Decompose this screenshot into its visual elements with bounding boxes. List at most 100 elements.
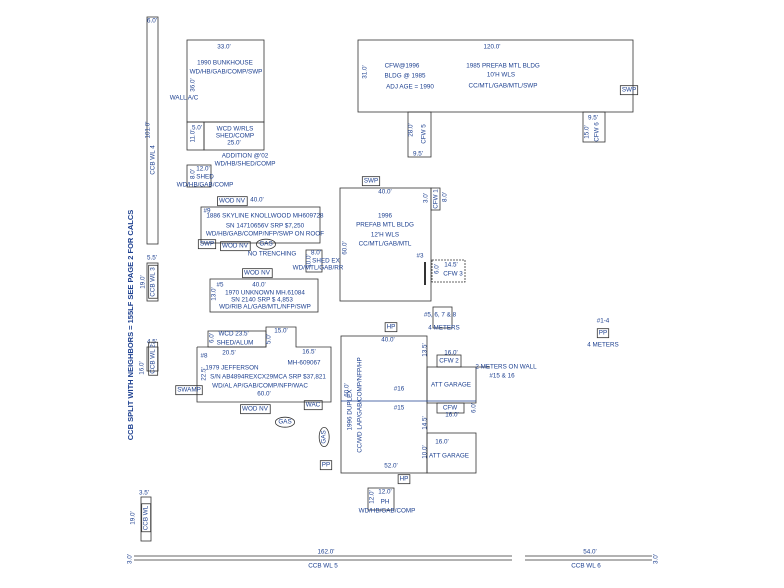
label: 60.0': [257, 391, 270, 398]
label: 3.0': [653, 554, 660, 564]
oval: [318, 426, 330, 448]
box: [319, 460, 333, 471]
label: 120.0': [484, 44, 501, 51]
label: WOD NV: [219, 198, 246, 205]
oval: [274, 416, 296, 428]
box: [240, 404, 271, 415]
label: 16.0': [435, 439, 448, 446]
label: #5: [216, 282, 224, 289]
label: SWAMP: [177, 387, 201, 394]
label: 14.5': [444, 262, 457, 269]
label: 16.0': [139, 361, 146, 374]
label: HP: [400, 476, 409, 483]
label: 23.5': [235, 331, 248, 338]
label: 2 METERS ON WALL: [475, 364, 537, 371]
label: 52.0': [384, 463, 397, 470]
label: 5.0': [266, 334, 273, 344]
label: SN 14710656V SRP $7,250: [226, 223, 305, 230]
label: 101.0': [145, 122, 152, 139]
label: SWP: [364, 178, 378, 185]
label: 6.0': [471, 403, 478, 413]
label: #1-4: [597, 318, 610, 325]
label: 60.0': [342, 241, 349, 254]
label: 13.5': [422, 343, 429, 356]
label: #5, 6, 7 & 8: [424, 312, 457, 319]
label: CCB WL: [143, 505, 150, 530]
label: CFW 2: [439, 358, 459, 365]
label: 54.0': [583, 549, 596, 556]
label: NO TRENCHING: [248, 251, 297, 258]
box: [148, 264, 159, 299]
label: 9.5': [588, 115, 598, 122]
label: 8.0': [311, 250, 321, 257]
box: [220, 241, 251, 252]
label: 25.0': [227, 140, 240, 147]
label: #16: [394, 386, 405, 393]
label: #9: [203, 208, 211, 215]
box: [197, 239, 217, 250]
label: 1996 DUPLEX: [347, 389, 354, 431]
label: WOD NV: [244, 270, 271, 277]
label: 12.0': [196, 166, 209, 173]
label: 1985 PREFAB MTL BLDG: [466, 63, 540, 70]
label: PREFAB MTL BLDG: [356, 222, 414, 229]
label: 10.0': [422, 445, 429, 458]
label: WCD: [218, 331, 233, 338]
label: 3.0': [423, 193, 430, 203]
label: 1886 SKYLINE KNOLLWOOD MH609728: [206, 213, 324, 220]
label: 28.0': [408, 123, 415, 136]
label: CCB WL 5: [308, 563, 338, 570]
box: [141, 503, 152, 533]
label: 40.0': [250, 197, 263, 204]
label: 8.0': [442, 192, 449, 202]
label: 40.0': [252, 282, 265, 289]
label: 1996: [378, 213, 393, 220]
label: SHED/ALUM: [217, 340, 254, 347]
label: 40.0': [378, 189, 391, 196]
label: 8.0': [190, 169, 197, 179]
label: CFW 1: [433, 189, 440, 209]
label: ADDITION @'02: [222, 153, 269, 160]
box: [303, 400, 323, 411]
label: 12'H WLS: [371, 232, 399, 239]
label: 15.0': [584, 125, 591, 138]
label: CFW 3: [443, 271, 463, 278]
label: GAS: [278, 419, 291, 426]
label: ATT GARAGE: [431, 382, 471, 389]
label: WD/HB/SHED/COMP: [215, 161, 276, 168]
label: WD/MTL/GAB/RR: [293, 265, 344, 272]
label: #15: [394, 405, 405, 412]
box: [175, 385, 203, 396]
label: 3.5': [139, 490, 149, 497]
label: WCD W/RLS: [217, 126, 254, 133]
label: 19.0': [140, 275, 147, 288]
box: [242, 268, 273, 279]
label: 11.0': [190, 130, 197, 143]
label: CFW 5: [421, 124, 428, 144]
label: 5.5': [147, 255, 157, 262]
label: 6.0': [147, 18, 157, 25]
label: 22.5': [201, 367, 208, 380]
label: CC/WD LAP/GAB/COMP/NFP/HP: [357, 357, 364, 453]
label: CCB WL 4: [150, 145, 157, 175]
label: CCB WL 2: [150, 344, 157, 374]
label: SWP: [200, 241, 214, 248]
label: WD/HB/GAB/COMP: [177, 182, 234, 189]
label: BLDG @ 1985: [384, 73, 426, 80]
label: 14.5': [422, 416, 429, 429]
box: [397, 474, 411, 485]
label: GAS: [259, 241, 272, 248]
label: WD/HB/GAB/COMP/SWP: [190, 69, 263, 76]
label: SHED EX: [312, 258, 340, 265]
label: #3: [416, 253, 424, 260]
label: CCB WL 3: [150, 267, 157, 297]
label: 5.0': [192, 125, 202, 132]
label: 12.0': [369, 490, 376, 503]
label: 10'H WLS: [487, 72, 515, 79]
label: 1979 JEFFERSON: [205, 365, 259, 372]
label: 1990 BUNKHOUSE: [197, 60, 253, 67]
outlines: [134, 16, 652, 561]
box: [619, 85, 639, 96]
box: [148, 341, 159, 376]
